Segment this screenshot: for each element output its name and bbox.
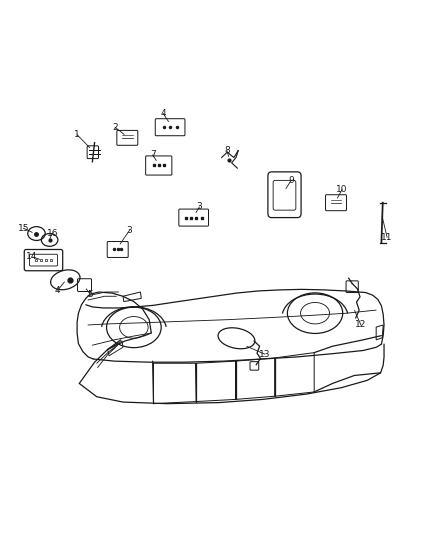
Text: 4: 4 (160, 109, 166, 118)
Text: 12: 12 (355, 320, 367, 329)
Text: 3: 3 (127, 226, 132, 235)
Text: 9: 9 (288, 176, 294, 185)
Text: 1: 1 (74, 130, 80, 139)
Text: 4: 4 (55, 286, 60, 295)
Text: 13: 13 (259, 350, 271, 359)
Text: 8: 8 (224, 146, 230, 155)
Text: 14: 14 (26, 253, 38, 261)
Text: 3: 3 (197, 203, 202, 212)
Text: 15: 15 (18, 224, 29, 233)
Text: 5: 5 (87, 289, 93, 298)
Text: 10: 10 (336, 185, 348, 194)
Text: 16: 16 (46, 229, 58, 238)
Text: 7: 7 (150, 150, 155, 159)
Text: 2: 2 (112, 123, 118, 132)
Text: 11: 11 (381, 233, 393, 242)
